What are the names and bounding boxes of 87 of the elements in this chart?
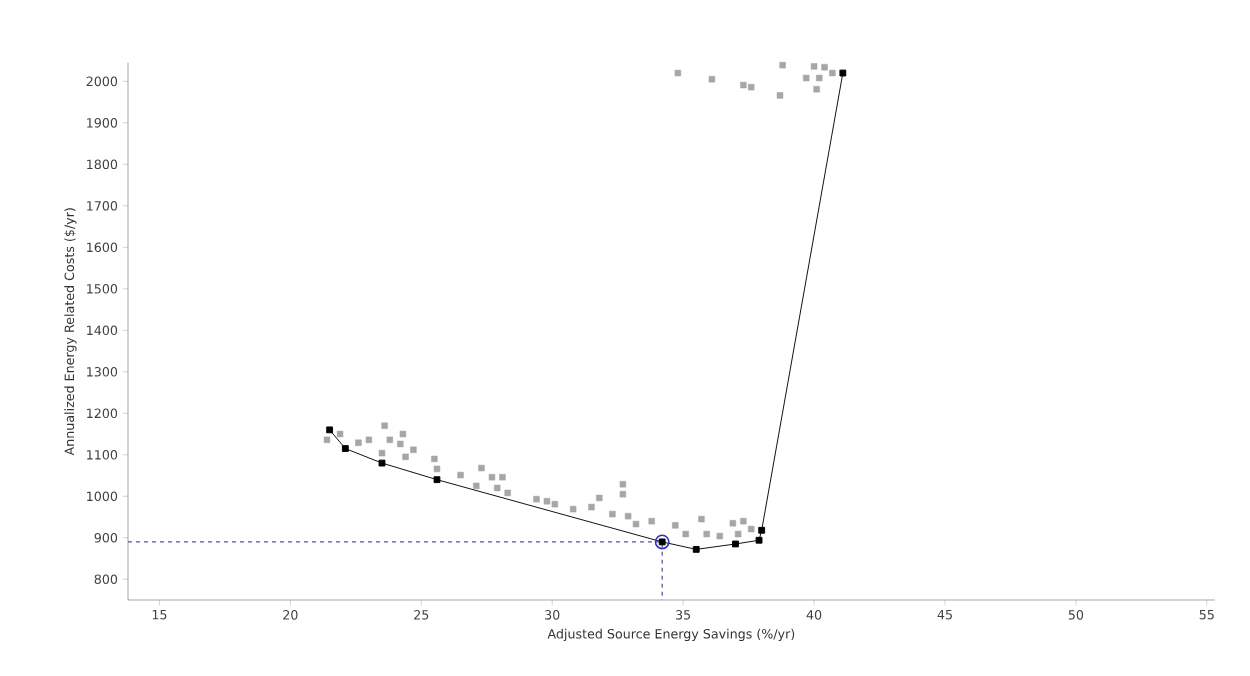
point [336, 430, 344, 438]
point [624, 512, 632, 520]
point [551, 500, 559, 508]
point [813, 86, 820, 93]
y-tick-label: 2000 [86, 76, 118, 87]
point [802, 74, 810, 82]
point [632, 520, 640, 528]
y-tick-label: 800 [94, 574, 118, 585]
y-tick-label: 1500 [87, 284, 118, 294]
point [588, 503, 595, 511]
point [829, 69, 836, 77]
point [386, 436, 394, 444]
point [494, 484, 501, 492]
point [381, 422, 388, 429]
point [596, 494, 603, 502]
point [402, 453, 409, 461]
point [397, 440, 404, 448]
point [410, 446, 417, 453]
y-tick-label: 900 [94, 532, 118, 543]
point [716, 532, 723, 540]
point [378, 459, 386, 467]
point [648, 517, 655, 525]
y-tick-label: 1200 [87, 408, 118, 419]
x-tick-label: 40 [806, 610, 822, 620]
x-tick-label: 50 [1068, 610, 1084, 620]
point [654, 534, 670, 550]
y-axis-title: Annualized Energy Related Costs ($/yr) [64, 208, 77, 456]
point [323, 436, 331, 444]
y-tick-label: 1100 [87, 449, 118, 460]
x-tick-label: 55 [1199, 610, 1214, 620]
point [732, 540, 739, 548]
point [740, 81, 747, 89]
point [810, 63, 818, 70]
point [433, 476, 441, 484]
point [378, 449, 386, 457]
point [478, 464, 485, 472]
y-tick-label: 1300 [87, 366, 118, 377]
point [776, 92, 784, 99]
point [457, 471, 464, 479]
point [499, 473, 506, 481]
y-tick-label: 1700 [87, 201, 118, 211]
x-tick-label: 25 [414, 610, 429, 620]
x-tick-label: 35 [676, 610, 691, 620]
point [674, 69, 682, 77]
point [569, 505, 577, 513]
point [543, 498, 551, 505]
point [740, 517, 747, 525]
point [779, 61, 786, 69]
x-tick-label: 45 [937, 610, 952, 620]
point [341, 445, 349, 452]
y-tick-label: 1900 [87, 118, 118, 128]
point [734, 530, 742, 538]
point [504, 489, 511, 497]
point [748, 525, 755, 533]
point [839, 69, 847, 77]
point [399, 430, 407, 438]
point [692, 545, 700, 553]
point [473, 482, 480, 490]
point [755, 536, 763, 544]
x-tick-label: 15 [152, 610, 167, 620]
point [672, 522, 679, 529]
point [816, 74, 823, 82]
point [698, 515, 705, 523]
point [355, 439, 362, 446]
point [748, 83, 755, 91]
point [758, 526, 766, 534]
y-tick-label: 1600 [87, 242, 118, 253]
point [682, 530, 689, 538]
point [365, 436, 373, 444]
point [326, 426, 334, 434]
point [431, 455, 438, 463]
y-tick-label: 1800 [87, 159, 118, 170]
point [609, 510, 616, 518]
y-tick-label: 1400 [87, 325, 118, 336]
x-axis-title: Adjusted Source Energy Savings (%/yr) [547, 628, 795, 642]
point [488, 473, 496, 481]
point [619, 481, 627, 488]
point [533, 495, 540, 503]
y-tick-label: 1000 [87, 491, 118, 502]
point [619, 490, 627, 498]
point [821, 64, 828, 71]
point [729, 520, 737, 527]
point [703, 530, 710, 538]
point [708, 76, 716, 83]
x-tick-label: 20 [283, 610, 298, 620]
point [433, 465, 441, 473]
x-tick-label: 30 [545, 610, 560, 620]
